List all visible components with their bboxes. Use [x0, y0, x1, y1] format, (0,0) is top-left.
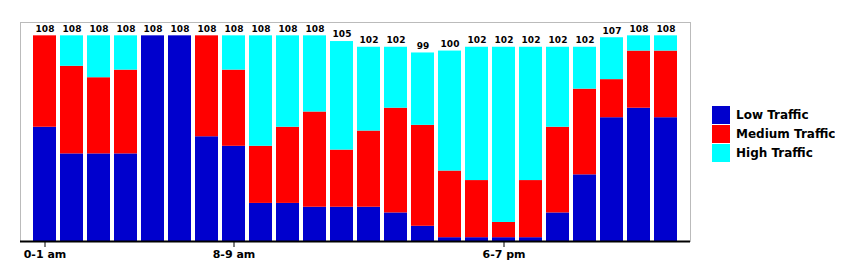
svg-text:108: 108: [144, 24, 163, 34]
svg-text:100: 100: [441, 39, 460, 49]
html-text:Medium Traffic: Medium Traffic: [736, 127, 836, 141]
svg-text:99: 99: [417, 41, 430, 51]
svg-text:108: 108: [225, 24, 244, 34]
svg-text:108: 108: [36, 24, 55, 34]
svg-text:102: 102: [576, 35, 595, 45]
svg-text:107: 107: [603, 26, 622, 36]
svg-text:102: 102: [522, 35, 541, 45]
svg-text:108: 108: [63, 24, 82, 34]
svg-text:6-7 pm: 6-7 pm: [482, 248, 525, 261]
svg-text:108: 108: [117, 24, 136, 34]
html-text:High Traffic: High Traffic: [736, 146, 813, 160]
svg-text:105: 105: [333, 29, 352, 39]
svg-text:102: 102: [468, 35, 487, 45]
svg-text:102: 102: [360, 35, 379, 45]
svg-text:108: 108: [657, 24, 676, 34]
svg-text:8-9 am: 8-9 am: [213, 248, 256, 261]
svg-text:108: 108: [279, 24, 298, 34]
svg-text:108: 108: [198, 24, 217, 34]
svg-text:108: 108: [252, 24, 271, 34]
svg-text:108: 108: [630, 24, 649, 34]
svg-text:108: 108: [306, 24, 325, 34]
svg-text:108: 108: [171, 24, 190, 34]
svg-text:108: 108: [90, 24, 109, 34]
svg-text:0-1 am: 0-1 am: [24, 248, 67, 261]
svg-text:102: 102: [387, 35, 406, 45]
svg-text:102: 102: [549, 35, 568, 45]
svg-text:102: 102: [495, 35, 514, 45]
html-text:Low Traffic: Low Traffic: [736, 108, 809, 122]
